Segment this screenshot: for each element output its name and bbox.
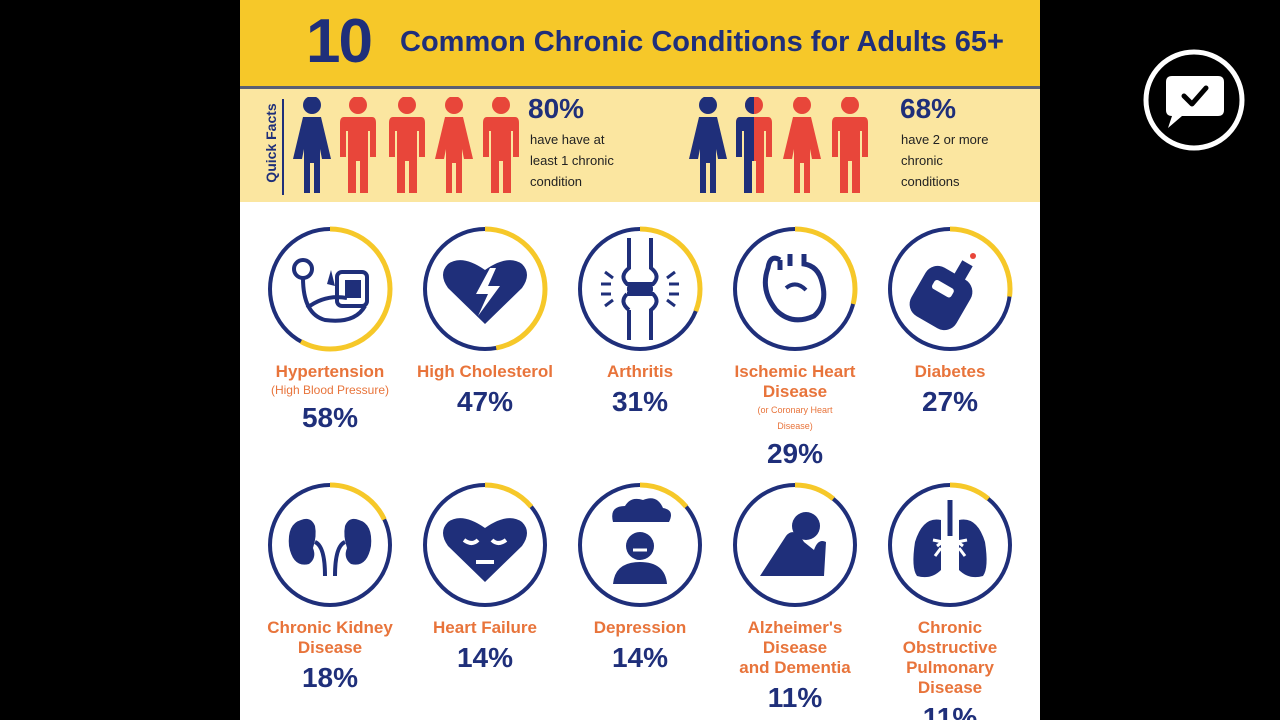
condition-alzheimers-dementia: Alzheimer's Disease and Dementia 11% [720,480,870,716]
fact1-percent: 80% [528,93,585,124]
sad-heart-icon [422,482,548,608]
people-group-80-icon [293,97,519,193]
cloud-head-icon [577,482,703,608]
fact2-percent: 68% [900,93,957,124]
title-text: Common Chronic Conditions for Adults 65+ [400,26,1004,58]
title-number: 10 [306,7,373,76]
condition-high-cholesterol: High Cholesterol 47% [410,224,560,420]
condition-diabetes: Diabetes 27% [875,224,1025,420]
glucose-meter-icon [887,226,1013,352]
lungs-icon [887,482,1013,608]
condition-heart-failure: Heart Failure 14% [410,480,560,676]
condition-copd: Chronic Obstructive Pulmonary Disease 11% [875,480,1025,720]
heart-organ-icon [732,226,858,352]
blood-pressure-icon [267,226,393,352]
knee-joint-icon [577,226,703,352]
fact2-description: have 2 or more chronic conditions [901,132,989,189]
kidneys-icon [267,482,393,608]
quick-facts-panel: Quick Facts 80% have have at [240,89,1040,202]
condition-depression: Depression 14% [565,480,715,676]
title-banner: 10 Common Chronic Conditions for Adults … [240,0,1040,89]
condition-ischemic-heart-disease: Ischemic Heart Disease (or Coronary Heart… [720,224,870,472]
infographic: 10 Common Chronic Conditions for Adults … [240,0,1040,720]
chat-check-icon[interactable] [1142,48,1246,152]
people-group-68-icon [689,97,868,193]
quick-facts-label: Quick Facts [260,99,284,195]
head-in-hand-icon [732,482,858,608]
condition-chronic-kidney-disease: Chronic Kidney Disease 18% [255,480,405,696]
fact1-description: have have at least 1 chronic condition [530,132,614,189]
condition-hypertension: Hypertension (High Blood Pressure) 58% [255,224,405,436]
broken-heart-icon [422,226,548,352]
condition-arthritis: Arthritis 31% [565,224,715,420]
